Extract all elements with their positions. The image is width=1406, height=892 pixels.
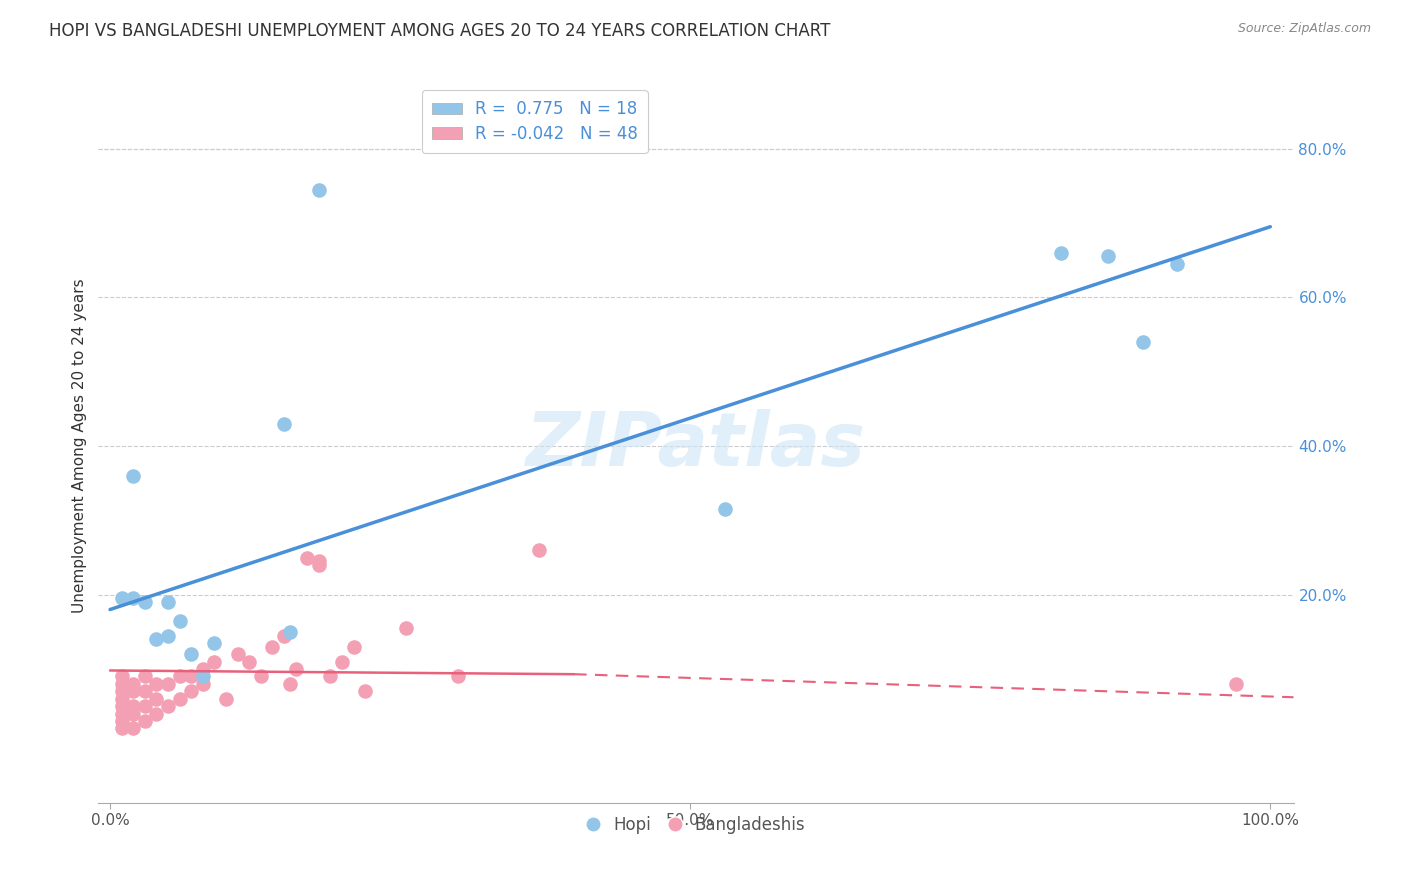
Point: [262, 640, 284, 654]
Point: [134, 669, 156, 683]
Point: [273, 417, 295, 431]
Point: [169, 614, 191, 628]
Point: [169, 691, 191, 706]
Point: [273, 628, 295, 642]
Point: [111, 669, 134, 683]
Point: [145, 706, 167, 721]
Point: [122, 677, 145, 691]
Point: [1132, 334, 1154, 349]
Point: [308, 554, 330, 568]
Text: HOPI VS BANGLADESHI UNEMPLOYMENT AMONG AGES 20 TO 24 YEARS CORRELATION CHART: HOPI VS BANGLADESHI UNEMPLOYMENT AMONG A…: [49, 22, 831, 40]
Point: [278, 677, 301, 691]
Point: [134, 684, 156, 698]
Point: [1166, 257, 1188, 271]
Y-axis label: Unemployment Among Ages 20 to 24 years: Unemployment Among Ages 20 to 24 years: [72, 278, 87, 614]
Point: [111, 699, 134, 714]
Point: [111, 591, 134, 606]
Point: [111, 691, 134, 706]
Text: ZIPatlas: ZIPatlas: [526, 409, 866, 483]
Point: [122, 699, 145, 714]
Point: [145, 632, 167, 647]
Point: [122, 591, 145, 606]
Point: [343, 640, 366, 654]
Point: [319, 669, 342, 683]
Point: [354, 684, 377, 698]
Point: [145, 677, 167, 691]
Point: [122, 684, 145, 698]
Point: [226, 647, 249, 661]
Point: [1050, 245, 1073, 260]
Point: [714, 502, 737, 516]
Point: [169, 669, 191, 683]
Point: [191, 677, 214, 691]
Point: [122, 706, 145, 721]
Point: [111, 706, 134, 721]
Point: [134, 714, 156, 728]
Point: [204, 636, 226, 650]
Point: [180, 669, 202, 683]
Point: [111, 684, 134, 698]
Point: [157, 677, 180, 691]
Point: [111, 714, 134, 728]
Point: [204, 655, 226, 669]
Point: [297, 550, 319, 565]
Point: [395, 621, 418, 635]
Point: [1097, 249, 1119, 264]
Point: [308, 182, 330, 196]
Point: [278, 624, 301, 639]
Point: [284, 662, 307, 676]
Point: [529, 543, 551, 558]
Point: [191, 669, 214, 683]
Point: [157, 699, 180, 714]
Point: [308, 558, 330, 572]
Point: [191, 662, 214, 676]
Point: [157, 628, 180, 642]
Point: [180, 647, 202, 661]
Point: [111, 677, 134, 691]
Point: [134, 699, 156, 714]
Point: [330, 655, 353, 669]
Point: [250, 669, 273, 683]
Point: [145, 691, 167, 706]
Point: [447, 669, 470, 683]
Point: [157, 595, 180, 609]
Point: [122, 722, 145, 736]
Point: [180, 684, 202, 698]
Point: [215, 691, 238, 706]
Text: Source: ZipAtlas.com: Source: ZipAtlas.com: [1237, 22, 1371, 36]
Legend: Hopi, Bangladeshis: Hopi, Bangladeshis: [581, 810, 811, 841]
Point: [122, 468, 145, 483]
Point: [1225, 677, 1247, 691]
Point: [134, 595, 156, 609]
Point: [111, 722, 134, 736]
Point: [238, 655, 260, 669]
